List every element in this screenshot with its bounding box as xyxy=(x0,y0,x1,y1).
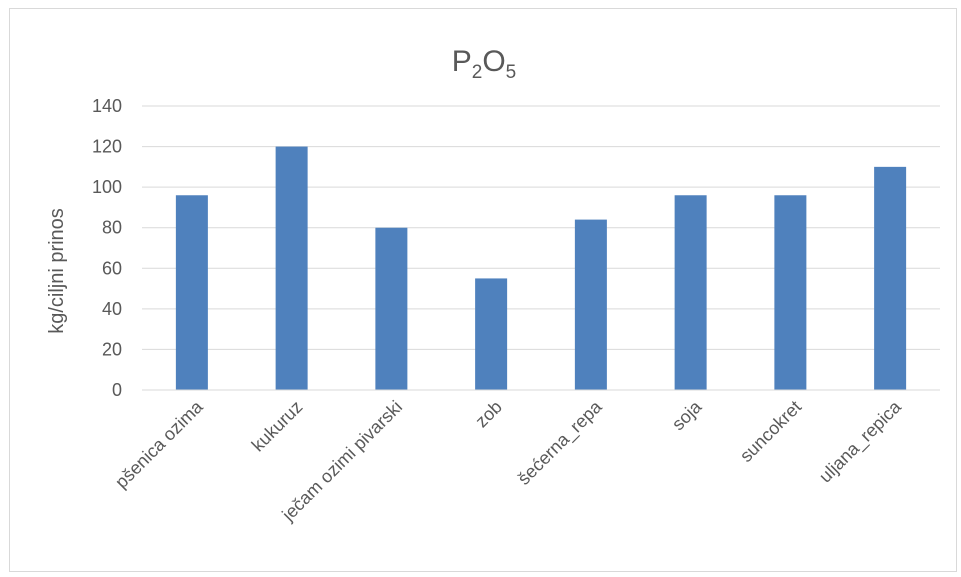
bar xyxy=(574,219,607,390)
x-category-label: zob xyxy=(471,397,506,432)
chart-area: P2O5 kg/ciljni prinos 0 20 40 60 80 100 120 140… xyxy=(9,8,957,572)
y-tick-label: 120 xyxy=(92,137,122,157)
bar xyxy=(674,195,707,390)
bar xyxy=(175,195,208,390)
x-category-label: šećerna_repa xyxy=(514,396,607,489)
y-tick-label: 40 xyxy=(102,299,122,319)
x-category-label: soja xyxy=(668,396,706,434)
bar xyxy=(275,146,308,390)
bar xyxy=(774,195,807,390)
x-category-label: pšenica ozima xyxy=(111,396,207,492)
y-axis-title: kg/ciljni prinos xyxy=(46,208,68,334)
x-category-label: uljana_repica xyxy=(815,396,906,487)
y-tick-label: 20 xyxy=(102,339,122,359)
bar-chart: P2O5 kg/ciljni prinos 0 20 40 60 80 100 120 140… xyxy=(46,45,940,525)
bar xyxy=(375,227,408,390)
bar xyxy=(475,278,508,390)
gridlines xyxy=(142,105,940,350)
y-tick-label: 0 xyxy=(112,380,122,400)
x-category-label: kukuruz xyxy=(248,397,307,456)
y-tick-label: 100 xyxy=(92,177,122,197)
y-tick-label: 140 xyxy=(92,96,122,116)
bars xyxy=(175,146,907,390)
chart-title: P2O5 xyxy=(452,45,517,83)
x-category-label: suncokret xyxy=(736,397,805,466)
y-axis-ticks: 0 20 40 60 80 100 120 140 xyxy=(92,96,122,400)
bar xyxy=(874,166,907,390)
y-tick-label: 60 xyxy=(102,258,122,278)
y-tick-label: 80 xyxy=(102,218,122,238)
